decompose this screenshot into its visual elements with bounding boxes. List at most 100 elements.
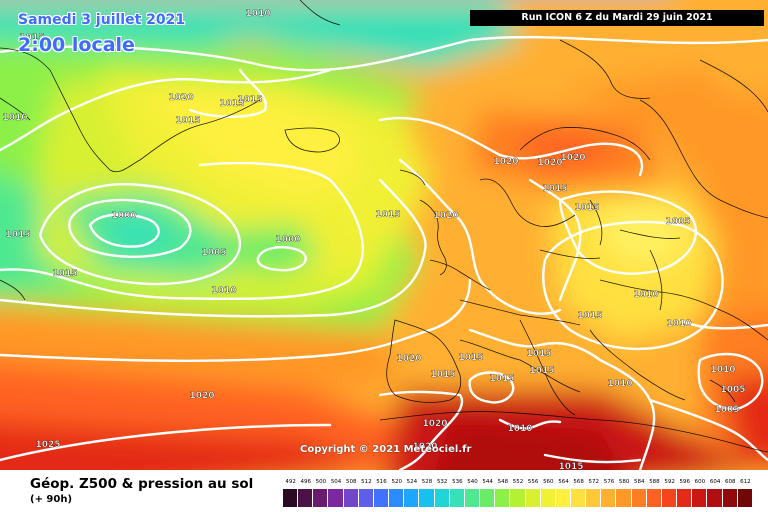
lead-time: (+ 90h) (30, 494, 73, 505)
color-scale-cell (737, 489, 753, 507)
color-scale-cell (328, 489, 344, 507)
color-scale-cell (540, 489, 556, 507)
isobar-label: 1005 (720, 385, 745, 395)
copyright-notice: Copyright © 2021 Meteociel.fr (300, 444, 472, 455)
isobar-label: 1000 (275, 235, 300, 245)
color-scale-cell (283, 489, 299, 507)
color-scale-cell (449, 489, 465, 507)
color-scale-cell (313, 489, 329, 507)
isobar-label: 1005 (665, 217, 690, 227)
isobar-label: 1010 (2, 113, 27, 123)
color-scale-label: 504 (330, 479, 342, 485)
color-scale-cell (692, 489, 708, 507)
isobar-label: 1015 (529, 366, 554, 376)
color-scale-label: 572 (588, 479, 600, 485)
color-scale-cell (570, 489, 587, 507)
isobar-label: 1015 (574, 203, 599, 213)
color-scale-label: 604 (709, 479, 721, 485)
isobar-label: 1020 (560, 153, 585, 163)
color-scale-label: 508 (345, 479, 357, 485)
color-scale-cell (677, 489, 693, 507)
color-scale-cell (464, 489, 481, 507)
color-scale-label: 588 (649, 479, 660, 485)
forecast-time: 2:00 locale (18, 34, 135, 56)
isobar-label: 1015 (52, 269, 77, 279)
color-scale-label: 560 (543, 479, 554, 485)
isobar-label: 1020 (433, 211, 458, 221)
color-scale-cell (510, 489, 526, 507)
color-scale-cell (601, 489, 617, 507)
isobar-label: 1010 (633, 290, 658, 300)
color-scale-cell (555, 489, 571, 507)
isobar-label: 1025 (35, 440, 60, 450)
isobar-label: 1005 (201, 248, 226, 258)
color-scale-label: 544 (482, 479, 493, 485)
isobar-label: 1010 (666, 319, 691, 329)
isobar-label: 1010 (245, 9, 270, 19)
color-scale-cell (404, 489, 420, 507)
isobar-label: 1015 (5, 230, 30, 240)
color-scale-label: 568 (573, 479, 584, 485)
isobar-label: 1015 (175, 116, 200, 126)
isobar-label: 1020 (412, 442, 437, 452)
color-scale-label: 596 (679, 479, 691, 485)
forecast-date: Samedi 3 juillet 2021 (18, 12, 186, 28)
isobar-label: 1010 (710, 365, 735, 375)
color-scale-cell (419, 489, 435, 507)
color-scale-cell (525, 489, 541, 507)
isobar-label: 1020 (537, 158, 562, 168)
isobar-label: 1020 (168, 93, 193, 103)
color-scale-label: 492 (285, 479, 296, 485)
color-scale-bar (283, 489, 753, 507)
isobar-label: 1020 (493, 157, 518, 167)
color-scale-cell (480, 489, 496, 507)
isobar-label: 1000 (111, 211, 136, 221)
isobar-label: 1020 (189, 391, 214, 401)
color-scale-cell (389, 489, 405, 507)
isobar-label: 1015 (489, 374, 514, 384)
color-scale-cell (495, 489, 511, 507)
color-scale-label: 608 (725, 479, 736, 485)
color-scale-label: 564 (558, 479, 569, 485)
product-title: Géop. Z500 & pression au sol (30, 476, 254, 492)
color-scale-cell (631, 489, 647, 507)
color-scale-label: 512 (361, 479, 372, 485)
isobar-label: 1015 (375, 210, 400, 220)
isobar-label: 1010 (607, 379, 632, 389)
isobar-label: 1005 (714, 405, 739, 415)
color-scale-label: 516 (376, 479, 387, 485)
color-scale-cell (343, 489, 359, 507)
color-scale-cell (298, 489, 314, 507)
color-scale-cell (707, 489, 723, 507)
color-scale-cell (661, 489, 678, 507)
color-scale-cell (434, 489, 450, 507)
isobar-label: 1015 (237, 95, 262, 105)
color-scale-label: 524 (406, 479, 418, 485)
color-scale-cell (373, 489, 390, 507)
color-scale-label: 552 (512, 479, 524, 485)
color-scale-label: 612 (740, 479, 751, 485)
color-scale-label: 496 (300, 479, 311, 485)
color-scale-label: 528 (421, 479, 433, 485)
isobar-label: 1020 (396, 354, 421, 364)
color-scale-label: 500 (315, 479, 327, 485)
color-scale-label: 600 (694, 479, 706, 485)
isobar-label: 1020 (422, 419, 447, 429)
isobar-label: 1015 (458, 353, 483, 363)
color-scale-cell (646, 489, 662, 507)
color-scale-cell (586, 489, 602, 507)
isobar-label: 1015 (558, 462, 583, 470)
color-scale-cell (722, 489, 738, 507)
color-scale-label: 536 (452, 479, 463, 485)
color-scale-cell (358, 489, 374, 507)
isobar-label: 1015 (526, 349, 551, 359)
isobar-label: 1015 (577, 311, 602, 321)
color-scale-label: 556 (527, 479, 539, 485)
isobar-label: 1015 (430, 370, 455, 380)
isobar-label: 1015 (542, 184, 567, 194)
isobar-label: 1015 (219, 99, 244, 109)
model-run-label: Run ICON 6 Z du Mardi 29 juin 2021 (470, 10, 764, 26)
color-scale-label: 576 (603, 479, 615, 485)
